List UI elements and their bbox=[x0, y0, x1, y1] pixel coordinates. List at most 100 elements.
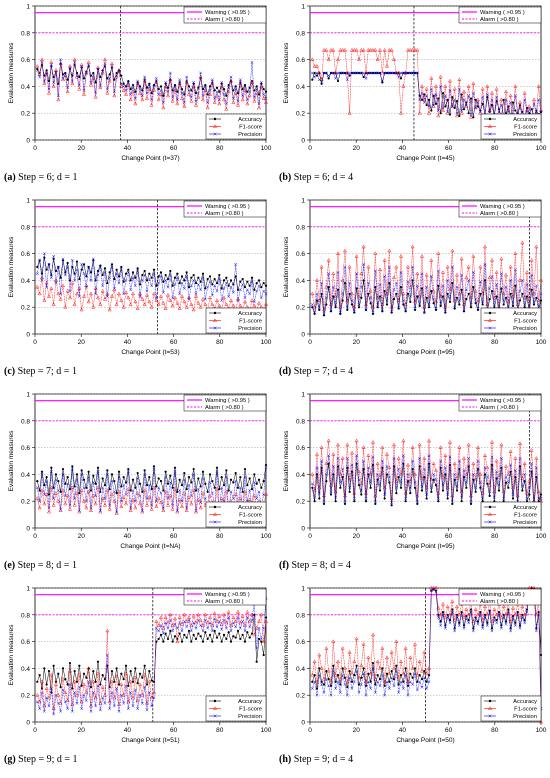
y-tick-label: 0.2 bbox=[296, 305, 305, 312]
data-point-f1 bbox=[89, 82, 93, 87]
y-tick-label: 0.6 bbox=[296, 57, 305, 64]
data-point-f1 bbox=[46, 90, 51, 95]
data-point-accuracy bbox=[474, 302, 477, 305]
data-point-precision bbox=[49, 63, 53, 67]
data-point-precision bbox=[208, 88, 212, 92]
data-point-accuracy bbox=[250, 488, 254, 491]
data-point-precision bbox=[492, 618, 496, 622]
x-tick-label: 0 bbox=[308, 145, 312, 152]
data-point-f1 bbox=[462, 456, 466, 460]
data-point-accuracy bbox=[418, 674, 421, 677]
data-point-precision bbox=[108, 503, 112, 507]
data-point-precision bbox=[432, 297, 436, 301]
data-point-accuracy bbox=[129, 279, 132, 282]
data-point-f1 bbox=[342, 493, 347, 498]
data-point-f1 bbox=[340, 456, 345, 460]
data-point-precision bbox=[248, 625, 252, 629]
data-point-precision bbox=[348, 281, 352, 285]
data-point-f1 bbox=[219, 496, 224, 500]
data-point-precision bbox=[413, 480, 417, 484]
data-point-precision bbox=[227, 616, 231, 619]
data-point-precision bbox=[192, 278, 196, 282]
data-point-f1 bbox=[159, 500, 163, 504]
data-point-f1 bbox=[499, 442, 504, 447]
data-point-accuracy bbox=[194, 281, 198, 285]
legend-label-warning: Warning ( >0.95 ) bbox=[480, 398, 525, 404]
data-point-precision bbox=[366, 680, 370, 684]
panel-label: (b) bbox=[279, 172, 292, 183]
data-point-f1 bbox=[117, 291, 121, 296]
data-point-f1 bbox=[401, 291, 406, 296]
data-point-f1 bbox=[142, 302, 147, 306]
data-point-f1 bbox=[105, 628, 110, 633]
data-point-precision bbox=[506, 110, 510, 114]
data-point-f1 bbox=[494, 458, 499, 463]
data-point-precision bbox=[399, 71, 403, 75]
data-point-accuracy bbox=[68, 661, 72, 665]
data-point-precision bbox=[154, 76, 158, 80]
data-point-precision bbox=[483, 466, 487, 470]
data-point-f1 bbox=[427, 666, 431, 670]
data-point-f1 bbox=[252, 493, 257, 498]
data-point-accuracy bbox=[371, 661, 375, 665]
data-point-f1 bbox=[86, 60, 91, 64]
data-point-precision bbox=[313, 680, 317, 684]
data-point-precision bbox=[255, 497, 259, 500]
data-point-f1 bbox=[152, 291, 156, 296]
data-point-accuracy bbox=[539, 299, 543, 302]
data-point-accuracy bbox=[208, 275, 212, 278]
data-point-precision bbox=[394, 71, 398, 75]
data-point-accuracy bbox=[390, 669, 393, 673]
data-point-accuracy bbox=[488, 494, 491, 497]
data-point-accuracy bbox=[113, 78, 116, 81]
data-point-precision bbox=[185, 506, 189, 510]
data-point-f1 bbox=[51, 302, 56, 306]
data-point-f1 bbox=[194, 620, 198, 625]
data-point-precision bbox=[159, 624, 163, 627]
data-point-precision bbox=[168, 480, 172, 484]
data-point-f1 bbox=[349, 47, 354, 52]
data-point-precision bbox=[126, 470, 130, 474]
data-point-accuracy bbox=[162, 489, 165, 492]
data-point-accuracy bbox=[138, 85, 142, 88]
data-point-precision bbox=[345, 305, 349, 309]
data-point-precision bbox=[91, 257, 95, 261]
data-point-precision bbox=[457, 624, 461, 627]
data-point-f1 bbox=[112, 498, 117, 503]
series-line-precision bbox=[37, 598, 267, 715]
data-point-precision bbox=[488, 109, 492, 112]
data-point-f1 bbox=[312, 659, 317, 664]
data-point-precision bbox=[453, 305, 457, 309]
data-point-f1 bbox=[389, 47, 394, 52]
data-point-f1 bbox=[224, 302, 229, 306]
data-point-accuracy bbox=[190, 640, 193, 643]
data-point-f1 bbox=[233, 492, 238, 496]
data-point-f1 bbox=[264, 492, 268, 496]
y-tick-label: 0.2 bbox=[21, 693, 30, 700]
data-point-accuracy bbox=[507, 486, 510, 489]
data-point-precision bbox=[150, 284, 154, 288]
data-point-f1 bbox=[513, 251, 518, 255]
data-point-precision bbox=[320, 281, 324, 285]
data-point-precision bbox=[259, 80, 263, 84]
data-point-accuracy bbox=[136, 682, 139, 685]
data-point-accuracy bbox=[537, 500, 540, 503]
data-point-accuracy bbox=[124, 85, 128, 88]
data-point-precision bbox=[63, 72, 67, 76]
legend-label-warning: Warning ( >0.95 ) bbox=[205, 10, 250, 16]
data-point-accuracy bbox=[399, 486, 403, 489]
panel-label: (h) bbox=[279, 754, 292, 765]
data-point-precision bbox=[464, 103, 468, 107]
data-point-accuracy bbox=[448, 113, 452, 116]
data-point-precision bbox=[252, 95, 256, 99]
data-point-accuracy bbox=[187, 286, 191, 289]
data-point-f1 bbox=[147, 679, 152, 684]
x-tick-label: 20 bbox=[78, 145, 86, 152]
data-point-accuracy bbox=[425, 104, 428, 107]
data-point-precision bbox=[259, 296, 263, 300]
data-point-accuracy bbox=[411, 279, 414, 282]
y-tick-label: 0 bbox=[26, 332, 30, 339]
data-point-f1 bbox=[56, 97, 61, 102]
data-point-precision bbox=[73, 497, 77, 500]
data-point-f1 bbox=[63, 304, 68, 309]
